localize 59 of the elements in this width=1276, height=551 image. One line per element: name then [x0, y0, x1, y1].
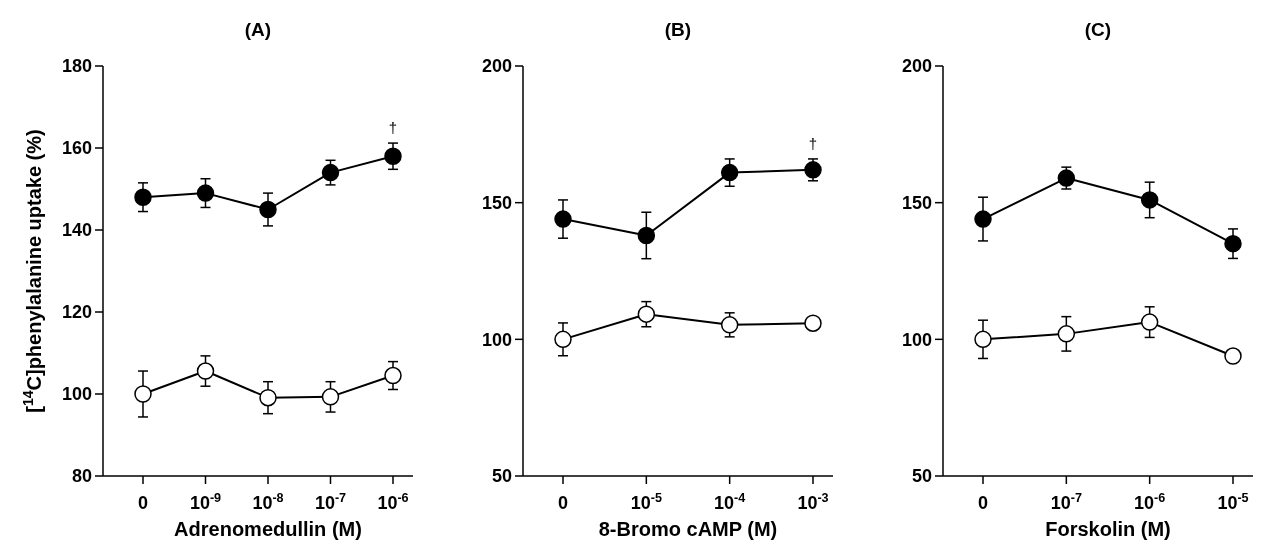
- point: [637, 305, 656, 323]
- point: [637, 226, 656, 245]
- x-tick-label: 0: [557, 493, 569, 513]
- point: [720, 163, 739, 182]
- x-tick-label: 10$^{-7}$: [314, 491, 347, 513]
- x-tick-label: 10$^{-7}$: [1050, 491, 1082, 513]
- x-axis-title: Forskolin (M): [1045, 518, 1171, 540]
- point: [321, 388, 340, 406]
- point: [196, 362, 215, 380]
- x-tick-label: 10$^{-9}$: [189, 491, 222, 513]
- y-tick-label: 150: [901, 192, 932, 213]
- point: [974, 330, 992, 349]
- point: [384, 147, 402, 165]
- x-tick-label: 10$^{-3}$: [797, 491, 829, 513]
- x-tick-label: 10$^{-6}$: [1134, 491, 1166, 513]
- point: [259, 200, 277, 219]
- annotation: †: [388, 119, 398, 137]
- point: [321, 163, 340, 182]
- y-tick-label: 200: [481, 56, 512, 77]
- annotation: †: [808, 134, 818, 152]
- x-tick-label: 0: [137, 493, 149, 513]
- point: [554, 330, 572, 349]
- y-tick-label: 100: [901, 329, 932, 350]
- y-tick-label: 140: [61, 220, 92, 241]
- point: [1057, 325, 1076, 343]
- point: [259, 388, 277, 407]
- x-tick-label: 10$^{-8}$: [252, 491, 284, 513]
- x-tick-label: 10$^{-6}$: [377, 491, 409, 513]
- y-tick-label: 50: [491, 466, 512, 487]
- y-tick-label: 80: [71, 466, 92, 487]
- point: [1224, 234, 1242, 253]
- point: [720, 316, 739, 334]
- x-tick-label: 10$^{-5}$: [630, 491, 662, 513]
- y-tick-label: 150: [481, 192, 512, 213]
- chart-title: (B): [664, 19, 692, 40]
- point: [196, 184, 215, 202]
- x-tick-label: 10$^{-4}$: [714, 491, 746, 513]
- y-tick-label: 120: [61, 302, 92, 323]
- y-tick-label: 100: [61, 384, 92, 405]
- x-tick-label: 0: [977, 493, 989, 513]
- point: [134, 188, 152, 206]
- point: [1224, 347, 1242, 365]
- point: [974, 210, 992, 228]
- point: [804, 314, 822, 332]
- point: [1140, 313, 1159, 331]
- x-tick-label: 10$^{-5}$: [1217, 491, 1249, 513]
- y-tick-label: 50: [911, 466, 932, 487]
- y-tick-label: 180: [61, 56, 92, 77]
- x-axis-title: 8-Bromo cAMP (M): [598, 518, 778, 540]
- chart-title: (C): [1084, 19, 1112, 40]
- y-tick-label: 200: [901, 56, 932, 77]
- point: [1140, 191, 1159, 209]
- point: [134, 385, 152, 403]
- chart-title: (A): [244, 19, 272, 40]
- point: [554, 210, 572, 228]
- y-tick-label: 100: [481, 329, 512, 350]
- x-axis-title: Adrenomedullin (M): [174, 518, 362, 540]
- y-tick-label: 160: [61, 138, 92, 159]
- point: [384, 366, 402, 385]
